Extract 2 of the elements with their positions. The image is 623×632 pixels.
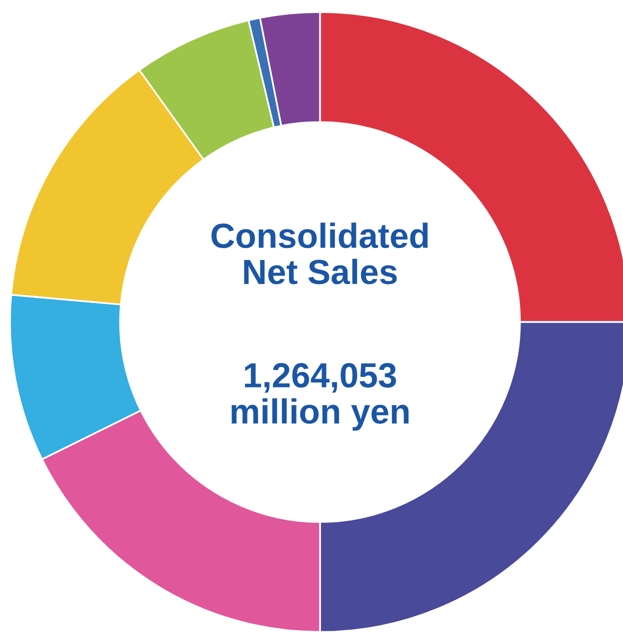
text: 1,264,053 million yen bbox=[232, 363, 409, 431]
text: Consolidated Net Sales bbox=[211, 222, 428, 284]
